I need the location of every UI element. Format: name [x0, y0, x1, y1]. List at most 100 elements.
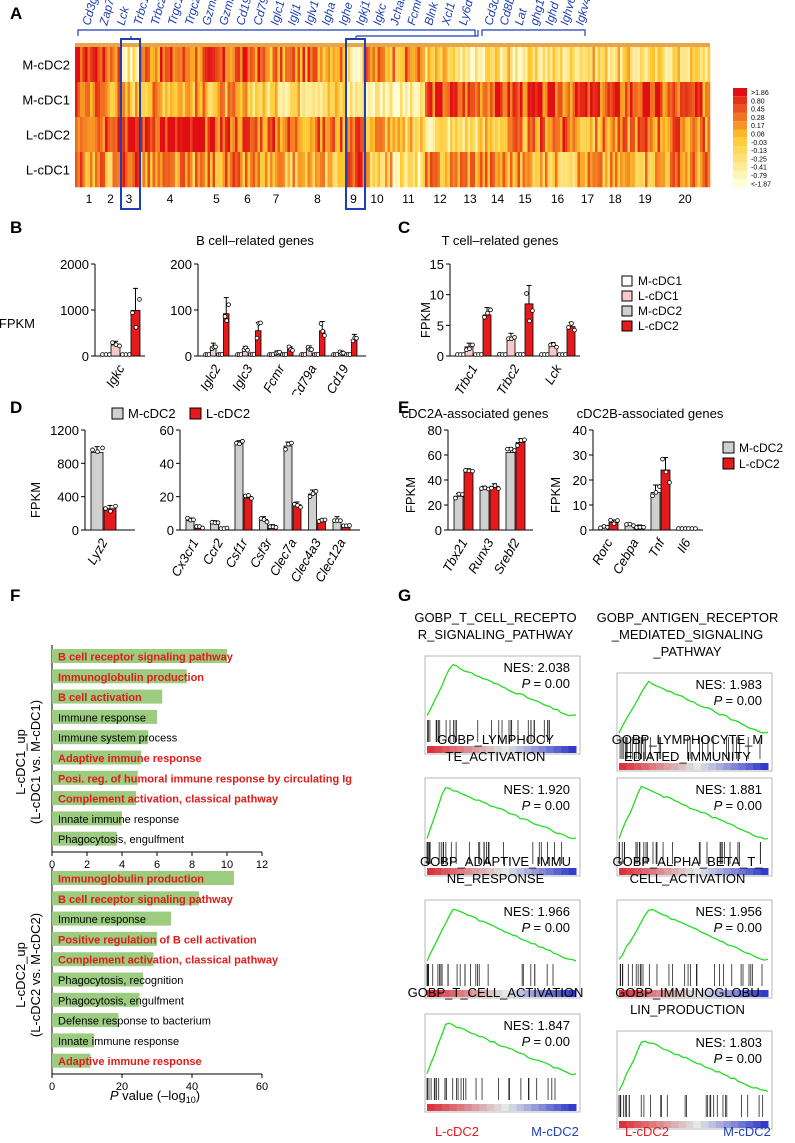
gsea-rank-bar	[656, 990, 665, 997]
heatmap-cell	[672, 47, 676, 83]
category-label: Srebf2	[490, 535, 523, 576]
y-tick-label: 0	[72, 523, 79, 538]
heatmap-cell	[350, 82, 353, 118]
scale-label: -0.41	[751, 165, 767, 172]
gsea-curve	[426, 786, 577, 840]
heatmap-cell	[235, 152, 238, 188]
heatmap-cell	[315, 152, 318, 188]
heatmap-cell	[652, 117, 656, 153]
heatmap-cell	[162, 82, 166, 118]
heatmap-cell	[362, 152, 366, 188]
gsea-rank-bar	[441, 1104, 450, 1111]
category-label: Rorc	[589, 536, 616, 568]
heatmap-cell	[337, 47, 341, 83]
heatmap-cell	[102, 47, 106, 83]
gsea-rank-bar	[678, 990, 687, 997]
panel-label-g: G	[398, 586, 412, 605]
gsea-pvalue: P = 0.00	[714, 920, 762, 935]
heatmap-cell	[82, 47, 86, 83]
heatmap-gene-label: Ly6d	[456, 0, 476, 27]
heatmap-cell	[495, 47, 498, 83]
heatmap-cell	[135, 82, 138, 118]
heatmap-cell	[310, 117, 313, 153]
heatmap-cell	[582, 82, 586, 118]
heatmap-cell	[485, 82, 488, 118]
heatmap-cell	[602, 117, 606, 153]
heatmap-cell	[475, 82, 478, 118]
heatmap-cell	[227, 82, 231, 118]
bar	[283, 445, 293, 531]
heatmap-cell	[447, 47, 451, 83]
bar	[453, 495, 464, 531]
heatmap-cell	[125, 82, 128, 118]
heatmap-cell	[310, 47, 313, 83]
heatmap-cell	[645, 47, 648, 83]
gsea-rank-bar	[678, 1121, 687, 1128]
data-dot	[554, 344, 559, 350]
heatmap-cell	[690, 152, 693, 188]
heatmap-cell	[245, 117, 248, 153]
heatmap-cell	[580, 47, 583, 83]
data-dot	[310, 491, 316, 496]
cluster-label: 13	[463, 192, 477, 206]
legend-swatch	[621, 305, 633, 317]
heatmap-cell	[702, 152, 706, 188]
heatmap-cell	[165, 82, 168, 118]
heatmap-cell	[637, 82, 641, 118]
heatmap-cell	[225, 47, 228, 83]
heatmap-cell	[665, 152, 668, 188]
gsea-rank-bar	[546, 868, 555, 875]
heatmap-gene-label: Xcl1	[438, 1, 458, 28]
cluster-label: 20	[678, 192, 692, 206]
gsea-rank-bar	[700, 990, 709, 997]
heatmap-cell	[102, 117, 106, 153]
heatmap-cell	[560, 82, 563, 118]
category-label: Lyz2	[84, 535, 111, 567]
y-tick-label: 20	[160, 490, 174, 505]
gsea-group-left: L-cDC2	[435, 1124, 479, 1139]
gsea-rank-bar	[708, 1121, 717, 1128]
heatmap-cell	[690, 117, 693, 153]
heatmap-cell	[695, 117, 698, 153]
go-bar	[52, 931, 157, 946]
go-term-label: B cell receptor signaling pathway	[58, 894, 234, 906]
gsea-title: _PATHWAY	[652, 644, 721, 659]
heatmap-cell	[642, 117, 646, 153]
gsea-rank-bar	[538, 868, 547, 875]
gsea-rank-bar	[760, 990, 769, 997]
heatmap-cell	[565, 82, 568, 118]
gsea-rank-bar	[568, 746, 577, 753]
heatmap-cell	[320, 117, 323, 153]
heatmap-cell	[622, 117, 626, 153]
panel-d-ylabel: FPKM	[28, 482, 43, 518]
heatmap-cell	[510, 82, 513, 118]
heatmap-cell	[640, 47, 643, 83]
heatmap-cell	[390, 82, 393, 118]
heatmap-cell	[627, 47, 631, 83]
heatmap-cell	[632, 82, 636, 118]
heatmap-cell	[457, 82, 461, 118]
heatmap-cell	[155, 82, 158, 118]
f-x-tick-label: 8	[189, 859, 195, 871]
heatmap-cell	[532, 117, 536, 153]
heatmap-cell	[395, 47, 398, 83]
heatmap-cell	[455, 152, 458, 188]
heatmap-cell	[250, 82, 253, 118]
cluster-label: 19	[638, 192, 652, 206]
heatmap-cell	[460, 117, 463, 153]
heatmap-cell	[217, 117, 221, 153]
legend-swatch	[722, 457, 735, 470]
data-dot	[492, 483, 498, 488]
gsea-rank-bar	[656, 1121, 665, 1128]
heatmap-cell	[437, 117, 441, 153]
heatmap-cell	[205, 152, 208, 188]
heatmap-cell	[565, 47, 568, 83]
category-label: Trbc2	[493, 361, 523, 395]
heatmap-cell	[462, 152, 466, 188]
heatmap-cell	[207, 47, 211, 83]
heatmap-cell	[545, 117, 548, 153]
y-tick-label: 1200	[50, 423, 79, 438]
bar	[243, 497, 253, 531]
heatmap-cell	[675, 117, 678, 153]
heatmap-cell	[605, 47, 608, 83]
